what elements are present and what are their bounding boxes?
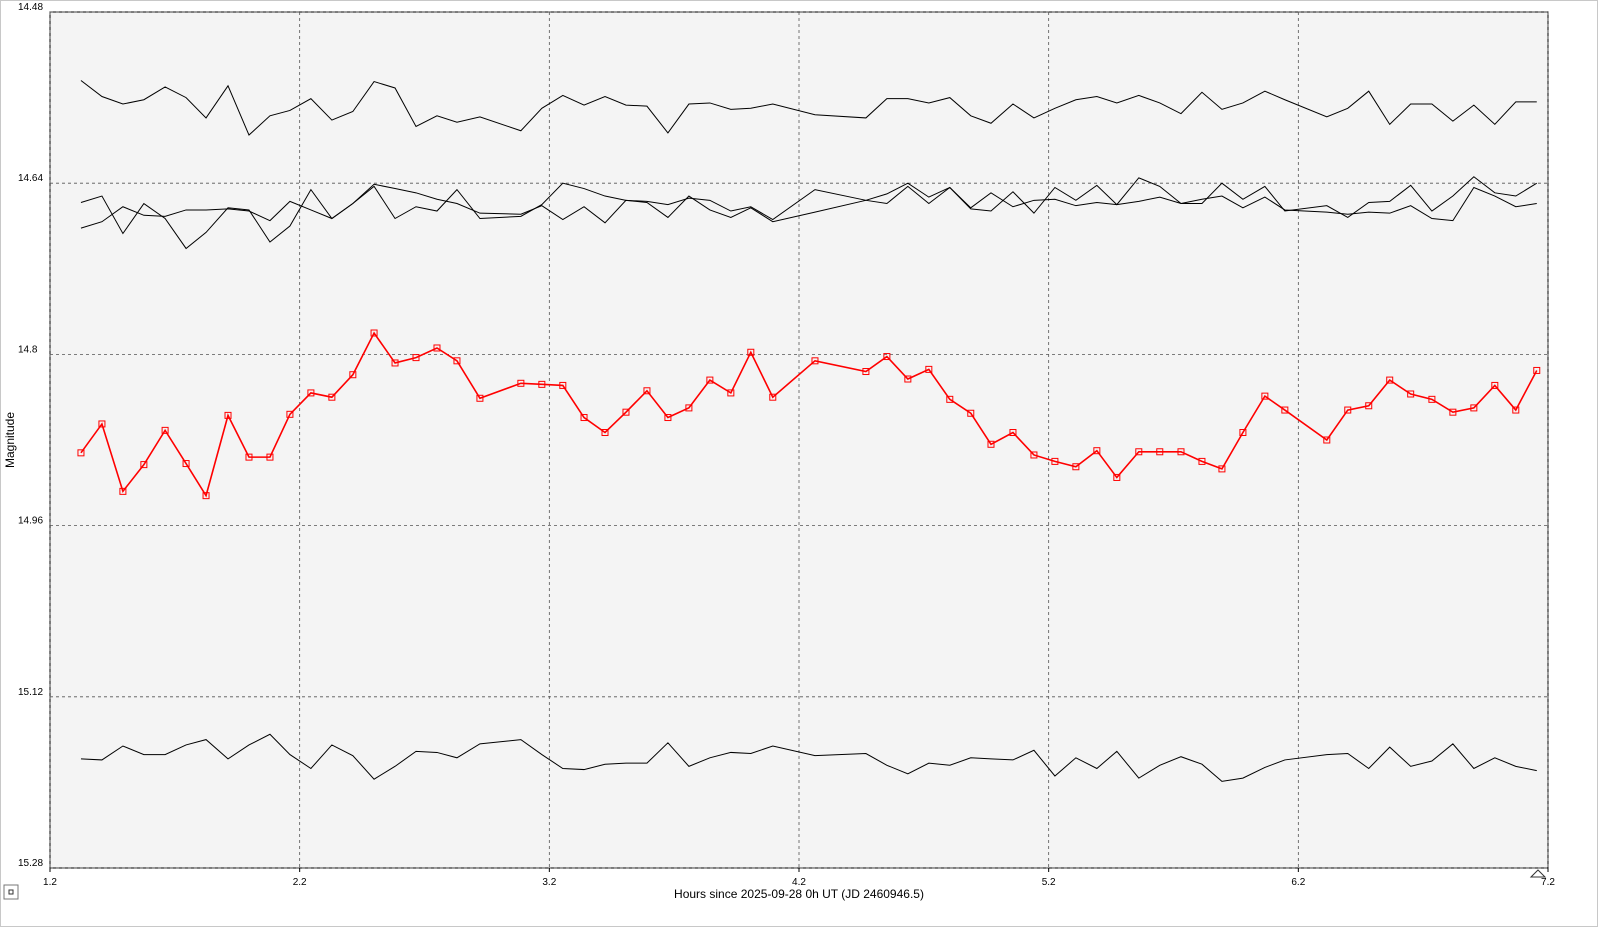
grid [49, 11, 1549, 869]
y-tick-label: 15.12 [18, 687, 43, 698]
data-point [161, 426, 169, 434]
data-point [643, 387, 651, 395]
data-point [862, 368, 870, 376]
data-point [1135, 448, 1143, 456]
data-point [1198, 457, 1206, 465]
data-point [476, 394, 484, 402]
data-point [747, 348, 755, 356]
data-point [1365, 402, 1373, 410]
data-point [140, 461, 148, 469]
data-point [391, 359, 399, 367]
series-line [80, 331, 1538, 498]
data-point [1218, 465, 1226, 473]
toggle-button[interactable] [3, 884, 19, 900]
data-point [307, 389, 315, 397]
data-point [182, 460, 190, 468]
data-point [1407, 390, 1415, 398]
data-point [706, 376, 714, 384]
data-point [453, 357, 461, 365]
data-point [349, 371, 357, 379]
data-point [1156, 448, 1164, 456]
data-point [224, 411, 232, 419]
data-point [412, 354, 420, 362]
y-tick-label: 14.48 [18, 2, 43, 13]
x-tick-label: 4.2 [792, 877, 806, 888]
x-tick-label: 5.2 [1042, 877, 1056, 888]
data-point [286, 410, 294, 418]
data-point [1281, 406, 1289, 414]
x-tick-label: 6.2 [1291, 877, 1305, 888]
data-point [1177, 448, 1185, 456]
data-point [622, 408, 630, 416]
data-point [266, 453, 274, 461]
data-point [769, 393, 777, 401]
data-point [98, 420, 106, 428]
series-line [80, 182, 1537, 229]
series-line [80, 80, 1537, 136]
data-point [925, 365, 933, 373]
data-point [517, 379, 525, 387]
x-tick-label: 7.2 [1541, 877, 1555, 888]
y-axis-label: Magnitude [3, 412, 17, 468]
data-point [946, 395, 954, 403]
x-tick-label: 3.2 [542, 877, 556, 888]
data-point [580, 414, 588, 422]
data-point [987, 440, 995, 448]
y-tick-label: 14.8 [18, 344, 38, 355]
data-point [1093, 447, 1101, 455]
data-point [1323, 436, 1331, 444]
data-point [77, 449, 85, 457]
data-point [1386, 376, 1394, 384]
data-point [685, 404, 693, 412]
data-point [328, 393, 336, 401]
data-point [1239, 429, 1247, 437]
data-point [1261, 392, 1269, 400]
data-point [1030, 451, 1038, 459]
series-layer [77, 80, 1541, 782]
data-point [119, 487, 127, 495]
data-point [904, 375, 912, 383]
data-point [601, 429, 609, 437]
data-point [1512, 406, 1520, 414]
data-point [664, 414, 672, 422]
data-point [1009, 429, 1017, 437]
data-point [370, 329, 378, 337]
data-point [727, 389, 735, 397]
data-point [559, 381, 567, 389]
data-point [538, 380, 546, 388]
toggle-icon [8, 889, 14, 895]
data-point [245, 453, 253, 461]
corner-icon[interactable] [1529, 869, 1547, 878]
data-point [1449, 408, 1457, 416]
data-point [1072, 463, 1080, 471]
data-point [1344, 406, 1352, 414]
data-point [1491, 381, 1499, 389]
data-point [1428, 395, 1436, 403]
series-line [80, 733, 1537, 782]
data-point [1470, 404, 1478, 412]
data-point [811, 357, 819, 365]
y-tick-label: 14.64 [18, 173, 43, 184]
data-point [1051, 457, 1059, 465]
data-point [967, 409, 975, 417]
y-tick-label: 15.28 [18, 858, 43, 869]
data-point [202, 492, 210, 500]
x-axis-label: Hours since 2025-09-28 0h UT (JD 2460946… [674, 887, 924, 901]
x-tick-label: 2.2 [293, 877, 307, 888]
data-point [433, 344, 441, 352]
data-point [1113, 473, 1121, 481]
x-tick-label: 1.2 [43, 877, 57, 888]
data-point [883, 353, 891, 361]
y-tick-label: 14.96 [18, 516, 43, 527]
data-point [1533, 366, 1541, 374]
